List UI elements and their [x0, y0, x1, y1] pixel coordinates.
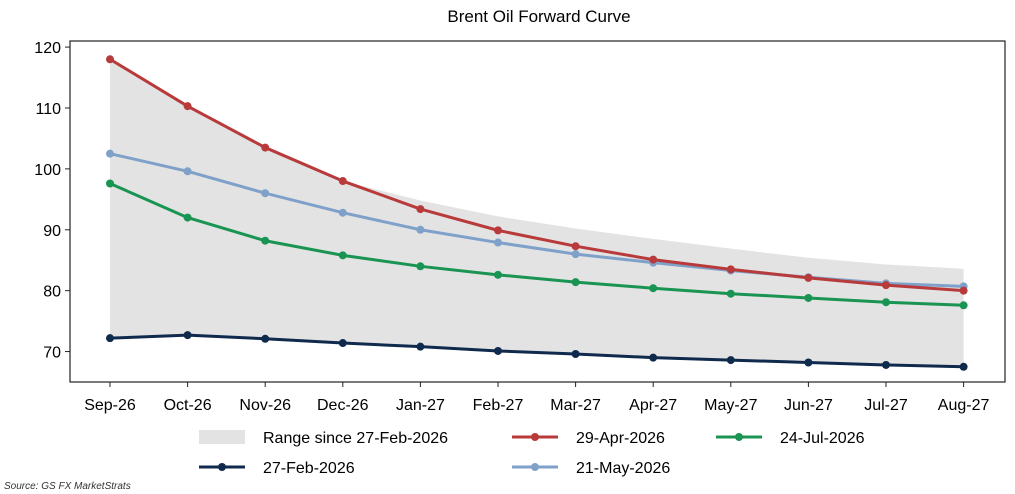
data-point-27-feb-2026-jun-27 — [804, 358, 813, 367]
legend-label-24-jul-2026: 24-Jul-2026 — [780, 430, 865, 447]
range-band — [110, 59, 964, 367]
legend-item-29-apr-2026: 29-Apr-2026 — [512, 430, 665, 447]
data-point-29-apr-2026-nov-26 — [261, 143, 270, 152]
data-point-27-feb-2026-jan-27 — [416, 342, 425, 351]
y-tick-label-80: 80 — [43, 284, 61, 301]
series-line-27-feb-2026 — [109, 333, 964, 369]
x-tick-label-aug-27: Aug-27 — [938, 397, 990, 414]
series-29-apr-2026 — [106, 55, 968, 295]
data-point-24-jul-2026-jan-27 — [416, 262, 425, 271]
x-tick-label-may-27: May-27 — [704, 397, 757, 414]
x-tick-label-apr-27: Apr-27 — [629, 397, 677, 414]
data-point-29-apr-2026-may-27 — [726, 265, 735, 274]
y-tick-label-70: 70 — [43, 345, 61, 362]
legend: Range since 27-Feb-2026 29-Apr-2026 24-Jul… — [199, 430, 865, 477]
data-point-27-feb-2026-feb-27 — [494, 346, 502, 355]
data-point-29-apr-2026-dec-26 — [338, 177, 347, 186]
data-point-27-feb-2026-apr-27 — [649, 353, 658, 362]
data-point-24-jul-2026-aug-27 — [959, 301, 968, 310]
data-point-29-apr-2026-feb-27 — [494, 226, 502, 235]
data-point-27-feb-2026-nov-26 — [261, 334, 270, 343]
data-point-29-apr-2026-oct-26 — [183, 102, 192, 111]
data-point-29-apr-2026-mar-27 — [571, 242, 580, 251]
legend-item-21-may-2026: 21-May-2026 — [512, 460, 670, 477]
source-note: Source: GS FX MarketStrats — [4, 481, 131, 492]
data-point-24-jul-2026-jul-27 — [882, 298, 890, 307]
data-point-29-apr-2026-sep-26 — [106, 55, 114, 64]
x-tick-label-mar-27: Mar-27 — [550, 397, 601, 414]
data-point-27-feb-2026-may-27 — [726, 356, 735, 365]
data-point-21-may-2026-dec-26 — [338, 208, 347, 217]
legend-marker-29-apr-2026 — [531, 433, 539, 441]
data-point-29-apr-2026-jul-27 — [882, 281, 890, 290]
legend-marker-21-may-2026 — [531, 463, 539, 471]
y-tick-label-120: 120 — [34, 40, 61, 57]
data-point-21-may-2026-sep-26 — [106, 149, 114, 158]
legend-swatch-range-since-27-feb-2026 — [199, 430, 245, 444]
data-point-27-feb-2026-dec-26 — [338, 339, 347, 348]
data-point-21-may-2026-feb-27 — [494, 238, 502, 247]
data-point-24-jul-2026-sep-26 — [106, 179, 114, 188]
data-point-24-jul-2026-feb-27 — [494, 270, 502, 279]
legend-item-24-jul-2026: 24-Jul-2026 — [716, 430, 865, 447]
legend-marker-24-jul-2026 — [735, 433, 743, 441]
data-point-24-jul-2026-jun-27 — [804, 293, 813, 302]
legend-item-range-since-27-feb-2026: Range since 27-Feb-2026 — [199, 430, 448, 447]
series-27-feb-2026 — [106, 331, 968, 371]
data-point-21-may-2026-mar-27 — [571, 250, 580, 259]
data-point-24-jul-2026-may-27 — [726, 289, 735, 298]
data-point-29-apr-2026-jun-27 — [804, 273, 813, 282]
y-tick-label-110: 110 — [35, 101, 61, 118]
x-tick-label-jan-27: Jan-27 — [396, 397, 445, 414]
legend-label-range-since-27-feb-2026: Range since 27-Feb-2026 — [263, 430, 448, 447]
x-tick-label-jul-27: Jul-27 — [864, 397, 908, 414]
series-24-jul-2026 — [106, 179, 968, 310]
x-tick-label-nov-26: Nov-26 — [239, 397, 291, 414]
legend-marker-27-feb-2026 — [218, 463, 226, 471]
x-tick-label-sep-26: Sep-26 — [84, 397, 136, 414]
data-point-24-jul-2026-nov-26 — [261, 236, 270, 245]
x-tick-label-jun-27: Jun-27 — [784, 397, 833, 414]
legend-label-21-may-2026: 21-May-2026 — [576, 460, 670, 477]
series-line-24-jul-2026 — [109, 182, 964, 307]
x-tick-label-dec-26: Dec-26 — [317, 397, 369, 414]
data-point-27-feb-2026-oct-26 — [183, 331, 192, 340]
data-point-27-feb-2026-sep-26 — [106, 334, 114, 343]
data-point-24-jul-2026-apr-27 — [649, 284, 658, 293]
legend-item-27-feb-2026: 27-Feb-2026 — [199, 460, 355, 477]
x-tick-label-oct-26: Oct-26 — [164, 397, 212, 414]
series-line-29-apr-2026 — [109, 57, 964, 293]
data-point-24-jul-2026-oct-26 — [183, 213, 192, 222]
plot-frame — [69, 40, 1006, 383]
data-point-27-feb-2026-mar-27 — [571, 349, 580, 358]
data-point-24-jul-2026-mar-27 — [571, 278, 580, 287]
data-point-29-apr-2026-jan-27 — [416, 205, 425, 214]
x-tick-label-feb-27: Feb-27 — [473, 397, 524, 414]
legend-label-27-feb-2026: 27-Feb-2026 — [263, 460, 355, 477]
data-point-21-may-2026-nov-26 — [261, 189, 270, 198]
data-point-24-jul-2026-dec-26 — [338, 251, 347, 260]
chart-title: Brent Oil Forward Curve — [447, 7, 630, 26]
data-point-29-apr-2026-apr-27 — [649, 255, 658, 264]
data-point-29-apr-2026-aug-27 — [959, 286, 968, 295]
legend-label-29-apr-2026: 29-Apr-2026 — [576, 430, 665, 447]
data-point-21-may-2026-oct-26 — [183, 167, 192, 176]
y-tick-label-100: 100 — [34, 162, 61, 179]
data-point-27-feb-2026-jul-27 — [882, 360, 890, 369]
plot-area: 70 80 90 100 110 120 Sep-26 Oct-26 Nov-26 Dec-26 J… — [34, 40, 1006, 414]
data-point-27-feb-2026-aug-27 — [959, 362, 968, 371]
y-tick-label-90: 90 — [43, 223, 61, 240]
data-point-21-may-2026-jan-27 — [416, 225, 425, 234]
